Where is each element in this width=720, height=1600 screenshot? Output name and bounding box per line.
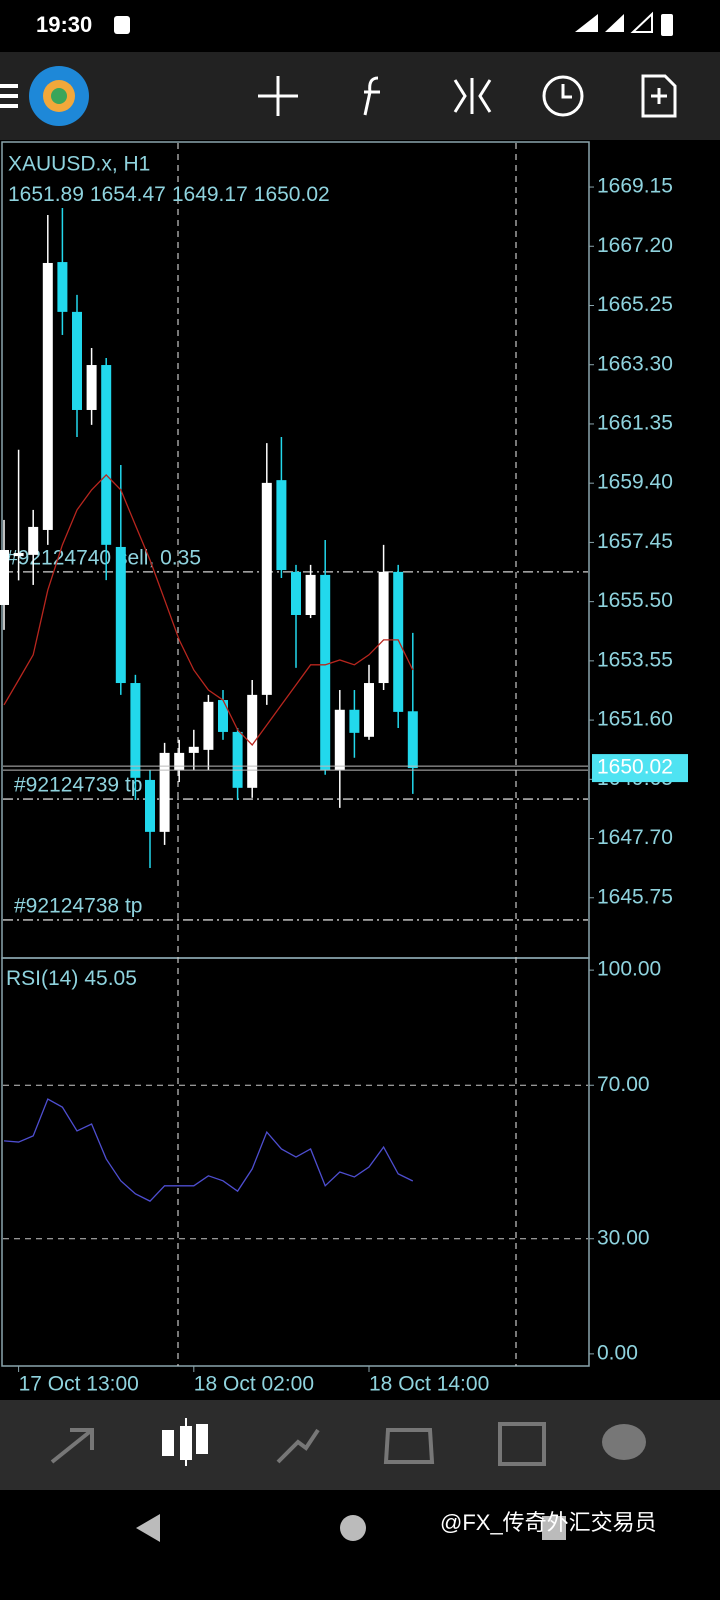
candle-body <box>57 262 68 312</box>
trade-tab[interactable] <box>276 1428 320 1464</box>
candle-body <box>72 311 82 410</box>
candle-body <box>115 546 126 684</box>
candle-body <box>378 571 389 684</box>
candle-body <box>28 526 39 555</box>
back-button[interactable] <box>136 1514 160 1542</box>
candle-body <box>364 683 374 737</box>
y-tick-label: 1667.20 <box>597 234 673 257</box>
menu-button[interactable] <box>0 84 18 108</box>
rsi-line <box>3 1098 414 1202</box>
candle-body <box>349 709 360 733</box>
candle-body <box>232 731 243 788</box>
y-tick-label: 1657.45 <box>597 530 673 553</box>
y-tick-label: 1669.15 <box>597 175 673 198</box>
home-button[interactable] <box>340 1515 366 1541</box>
y-tick-label: 1647.70 <box>597 826 673 849</box>
candle-body <box>276 480 287 571</box>
candle-body <box>305 574 316 615</box>
status-icons <box>114 11 673 36</box>
y-tick-label: 1645.75 <box>597 885 673 908</box>
symbol-title: XAUUSD.x, H1 <box>8 153 150 176</box>
candle-body <box>13 553 24 557</box>
order-label: #92124738 tp <box>14 894 142 917</box>
bottom-nav <box>0 1400 720 1490</box>
crosshair-button[interactable] <box>258 76 298 116</box>
candle-body <box>407 711 418 769</box>
y-tick-label: 1653.55 <box>597 648 673 671</box>
chart-tab[interactable] <box>162 1418 208 1466</box>
candle-body <box>159 752 170 832</box>
high-value: 1654.47 <box>90 183 166 206</box>
order-label: #92124740 sell, 0.35 <box>6 546 201 569</box>
quotes-tab[interactable] <box>50 1428 94 1464</box>
timeframe-button[interactable] <box>542 75 584 117</box>
y-tick-label: 1663.30 <box>597 352 673 375</box>
candle-body <box>188 746 199 753</box>
new-order-button[interactable] <box>641 74 677 118</box>
y-tick-label: 0.00 <box>597 1341 638 1364</box>
news-tab[interactable] <box>498 1422 546 1466</box>
y-tick-label: 1659.40 <box>597 471 673 494</box>
x-tick-label: 18 Oct 02:00 <box>194 1373 314 1396</box>
candle-body <box>174 752 185 770</box>
time-grid <box>177 143 517 1366</box>
trade-button[interactable] <box>453 78 492 114</box>
candle-body <box>261 482 272 695</box>
candle-body <box>203 701 214 750</box>
rsi-value: 45.05 <box>84 967 137 990</box>
candle-body <box>130 683 141 778</box>
watermark: @FX_传奇外汇交易员 <box>440 1510 657 1535</box>
bid-label: 1650.02 <box>597 756 673 779</box>
y-tick-label: 1665.25 <box>597 293 673 316</box>
y-tick-label: 30.00 <box>597 1226 650 1249</box>
rsi-title: RSI(14) 45.05 <box>6 967 137 990</box>
candle-body <box>393 571 404 712</box>
candle-body <box>218 700 228 732</box>
chat-tab[interactable] <box>602 1424 646 1460</box>
history-tab[interactable] <box>383 1428 435 1464</box>
rsi-pane <box>1 957 590 1367</box>
y-tick-label: 1651.60 <box>597 708 673 731</box>
indicators-button[interactable] <box>363 76 380 116</box>
candle-body <box>291 571 301 615</box>
recents-button[interactable] <box>542 1516 566 1540</box>
candle-body <box>42 262 53 530</box>
candle-body <box>0 550 9 605</box>
moving-average <box>3 474 414 747</box>
rsi-name: RSI(14) <box>6 967 78 990</box>
plot: 1669.15 1667.20 1665.25 1663.30 1661.35 1659.… <box>0 175 688 1396</box>
open-value: 1651.89 <box>8 183 84 206</box>
candle-body <box>320 574 331 770</box>
candle-body <box>86 365 97 410</box>
candle-body <box>145 779 155 832</box>
candle-body <box>247 694 258 788</box>
ohlc-header: 1651.89 1654.47 1649.17 1650.02 <box>8 183 330 206</box>
candle-body <box>334 709 345 770</box>
toolbar <box>0 52 720 140</box>
candle-body <box>101 365 112 545</box>
clock: 19:30 <box>36 12 92 37</box>
y-tick-label: 1655.50 <box>597 589 673 612</box>
close-value: 1650.02 <box>254 183 330 206</box>
bid-badge <box>592 754 688 783</box>
order-label: #92124739 tp <box>14 774 142 797</box>
x-tick-label: 17 Oct 13:00 <box>19 1373 139 1396</box>
y-tick-label: 70.00 <box>597 1073 650 1096</box>
y-tick-label: 1661.35 <box>597 411 673 434</box>
app-logo[interactable] <box>29 66 89 126</box>
y-tick-label: 100.00 <box>597 958 661 981</box>
low-value: 1649.17 <box>172 183 248 206</box>
x-tick-label: 18 Oct 14:00 <box>369 1373 489 1396</box>
